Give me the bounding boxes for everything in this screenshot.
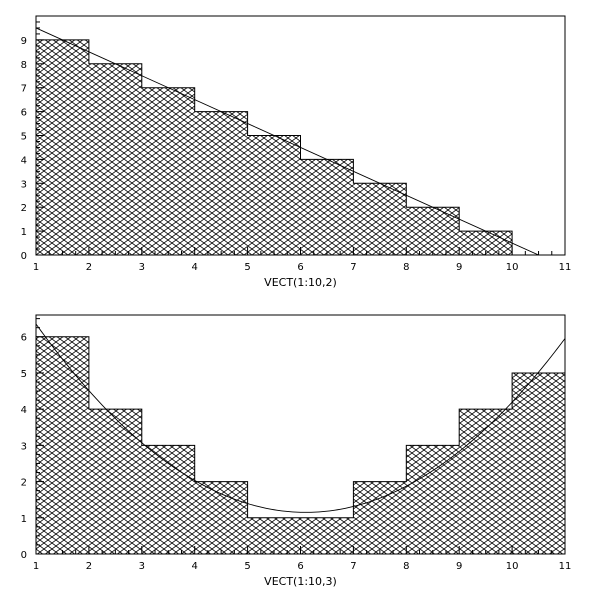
x-tick-label: 4 <box>192 262 198 273</box>
histogram-bar <box>88 409 142 554</box>
y-tick-label: 6 <box>21 333 27 344</box>
y-tick-label: 7 <box>21 84 27 95</box>
y-tick-label: 5 <box>21 369 27 380</box>
y-tick-label: 3 <box>21 179 27 190</box>
y-tick-label: 2 <box>21 203 27 214</box>
histogram-bar <box>141 445 195 554</box>
x-tick-label: 3 <box>139 262 145 273</box>
y-tick-label: 9 <box>21 36 27 47</box>
x-tick-label: 10 <box>506 561 519 572</box>
histogram-bar <box>88 63 142 255</box>
y-tick-label: 5 <box>21 132 27 143</box>
histogram-bar <box>194 111 248 255</box>
x-tick-label: 1 <box>33 262 39 273</box>
x-tick-label: 2 <box>86 262 92 273</box>
x-tick-label: 9 <box>456 561 462 572</box>
x-tick-label: 6 <box>297 561 303 572</box>
x-tick-label: 3 <box>139 561 145 572</box>
histogram-bar <box>459 409 513 554</box>
x-tick-label: 11 <box>559 561 572 572</box>
histogram-bar <box>406 207 460 255</box>
histogram-bar <box>353 183 407 255</box>
x-tick-label: 11 <box>559 262 572 273</box>
x-tick-label: 10 <box>506 262 519 273</box>
x-tick-label: 1 <box>33 561 39 572</box>
x-axis-title: VECT(1:10,2) <box>264 276 337 289</box>
x-tick-label: 9 <box>456 262 462 273</box>
y-tick-label: 4 <box>21 405 27 416</box>
y-tick-label: 3 <box>21 441 27 452</box>
x-tick-label: 5 <box>244 262 250 273</box>
histogram-bar <box>194 481 248 554</box>
x-tick-label: 5 <box>244 561 250 572</box>
y-tick-label: 2 <box>21 478 27 489</box>
fit-curve <box>35 323 566 513</box>
y-tick-label: 4 <box>21 155 27 166</box>
histogram-bar <box>300 159 354 255</box>
y-tick-label: 6 <box>21 108 27 119</box>
x-tick-label: 7 <box>350 262 356 273</box>
x-tick-label: 6 <box>297 262 303 273</box>
y-tick-label: 0 <box>21 251 27 262</box>
x-tick-label: 7 <box>350 561 356 572</box>
y-tick-label: 8 <box>21 60 27 71</box>
x-tick-label: 4 <box>192 561 198 572</box>
x-axis-title: VECT(1:10,3) <box>264 575 337 588</box>
y-tick-label: 1 <box>21 227 27 238</box>
fit-curve <box>35 27 539 256</box>
histogram-bar <box>512 372 565 554</box>
histogram-bar <box>141 87 195 255</box>
histogram-bar <box>36 39 89 256</box>
histogram-bar <box>406 445 460 554</box>
histogram-bar <box>353 481 407 554</box>
x-tick-label: 2 <box>86 561 92 572</box>
histogram-bar <box>247 135 301 255</box>
histogram-bar <box>36 336 89 554</box>
y-tick-label: 1 <box>21 514 27 525</box>
x-tick-label: 8 <box>403 561 409 572</box>
y-tick-label: 0 <box>21 550 27 561</box>
histogram-outline <box>35 336 566 554</box>
x-tick-label: 8 <box>403 262 409 273</box>
